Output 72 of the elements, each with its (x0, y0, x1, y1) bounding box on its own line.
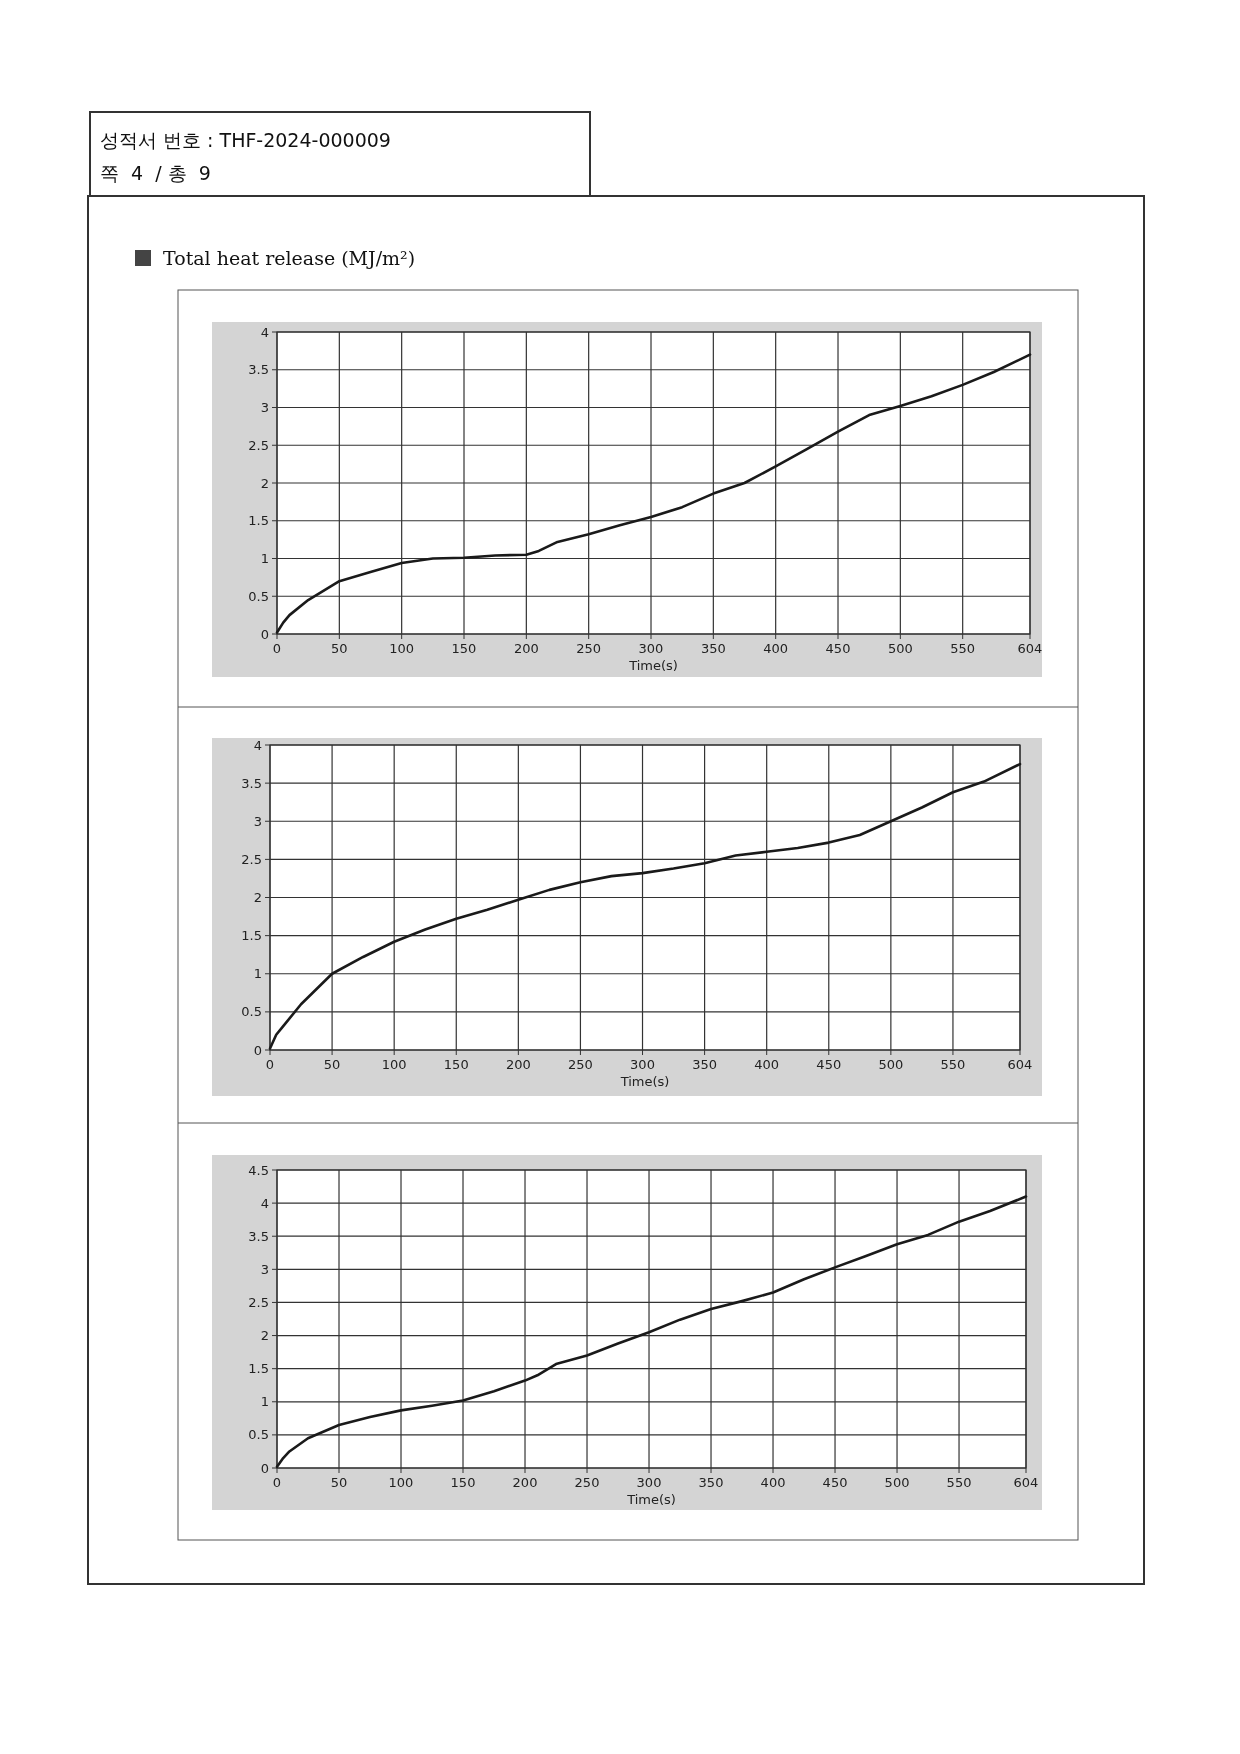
y-tick-label: 4 (260, 1195, 269, 1211)
x-tick-label: 400 (760, 1475, 786, 1490)
y-tick-label: 4 (260, 324, 269, 340)
x-tick-label: 200 (513, 641, 539, 656)
y-tick-label: 0 (260, 1460, 269, 1476)
y-tick-label: 0 (260, 626, 269, 642)
y-tick-label: 1.5 (248, 513, 269, 529)
x-tick-label: 150 (450, 1475, 476, 1490)
y-tick-label: 0.5 (248, 1427, 269, 1443)
y-tick-label: 1.5 (241, 928, 262, 944)
x-axis-title: Time(s) (626, 1492, 676, 1507)
x-tick-label: 200 (505, 1057, 531, 1072)
x-tick-label: 350 (698, 1475, 724, 1490)
x-tick-label: 500 (887, 641, 913, 656)
x-tick-label: 50 (330, 1475, 348, 1490)
x-tick-label: 0 (272, 641, 282, 656)
text: 성적서 번호 : THF-2024-000009 (100, 129, 391, 151)
x-tick-label: 450 (825, 641, 851, 656)
y-tick-label: 2.5 (248, 437, 269, 453)
y-tick-label: 0.5 (248, 588, 269, 604)
x-tick-label: 350 (692, 1057, 718, 1072)
y-tick-label: 3.5 (248, 1228, 269, 1244)
x-tick-label: 50 (323, 1057, 341, 1072)
x-axis-title: Time(s) (619, 1074, 670, 1089)
chart-title: Total heat release (MJ/m²) (163, 247, 416, 269)
y-tick-label: 1.5 (248, 1361, 269, 1377)
x-tick-label: 150 (451, 641, 477, 656)
x-tick-label: 500 (884, 1475, 910, 1490)
x-tick-label: 200 (512, 1475, 538, 1490)
x-tick-label: 250 (568, 1057, 593, 1072)
x-tick-label: 0 (272, 1475, 282, 1490)
x-tick-label: 250 (574, 1475, 600, 1490)
y-tick-label: 4 (253, 737, 262, 753)
y-tick-label: 2 (260, 1328, 269, 1344)
x-tick-label: 100 (389, 641, 415, 656)
x-tick-label: 500 (878, 1057, 904, 1072)
x-tick-label: 50 (331, 641, 348, 656)
x-tick-label: 300 (630, 1057, 655, 1072)
x-tick-label: 400 (763, 641, 789, 656)
y-tick-label: 2 (253, 890, 262, 905)
y-tick-label: 0.5 (241, 1004, 262, 1020)
x-tick-label: 400 (754, 1057, 780, 1072)
y-tick-label: 3 (260, 400, 269, 415)
y-tick-label: 3 (260, 1261, 269, 1277)
y-tick-label: 3.5 (241, 775, 262, 791)
x-tick-label: 100 (388, 1475, 414, 1490)
y-tick-label: 1 (260, 551, 269, 566)
x-tick-label: 300 (638, 641, 664, 656)
y-tick-label: 3 (253, 813, 262, 829)
x-tick-label: 604 (1013, 1475, 1039, 1490)
y-tick-label: 2.5 (241, 851, 262, 867)
x-tick-label: 100 (381, 1057, 407, 1072)
y-tick-label: 2.5 (248, 1294, 269, 1310)
x-tick-label: 300 (636, 1475, 662, 1490)
y-tick-label: 1 (260, 1394, 269, 1410)
x-axis-title: Time(s) (628, 658, 678, 673)
x-tick-label: 150 (443, 1057, 469, 1072)
x-tick-label: 550 (946, 1475, 972, 1490)
x-tick-label: 450 (822, 1475, 848, 1490)
x-tick-label: 550 (940, 1057, 966, 1072)
text: 쪽 4 / 총 9 (100, 162, 211, 184)
y-tick-label: 3.5 (248, 362, 269, 378)
x-tick-label: 450 (816, 1057, 842, 1072)
y-tick-label: 2 (260, 475, 269, 491)
x-tick-label: 604 (1007, 1057, 1033, 1072)
y-tick-label: 4.5 (248, 1162, 269, 1178)
x-tick-label: 350 (700, 641, 726, 656)
y-tick-label: 1 (253, 966, 262, 982)
x-tick-label: 250 (576, 641, 602, 656)
x-tick-label: 550 (950, 641, 976, 656)
y-tick-label: 0 (253, 1042, 262, 1058)
x-tick-label: 604 (1017, 641, 1043, 656)
